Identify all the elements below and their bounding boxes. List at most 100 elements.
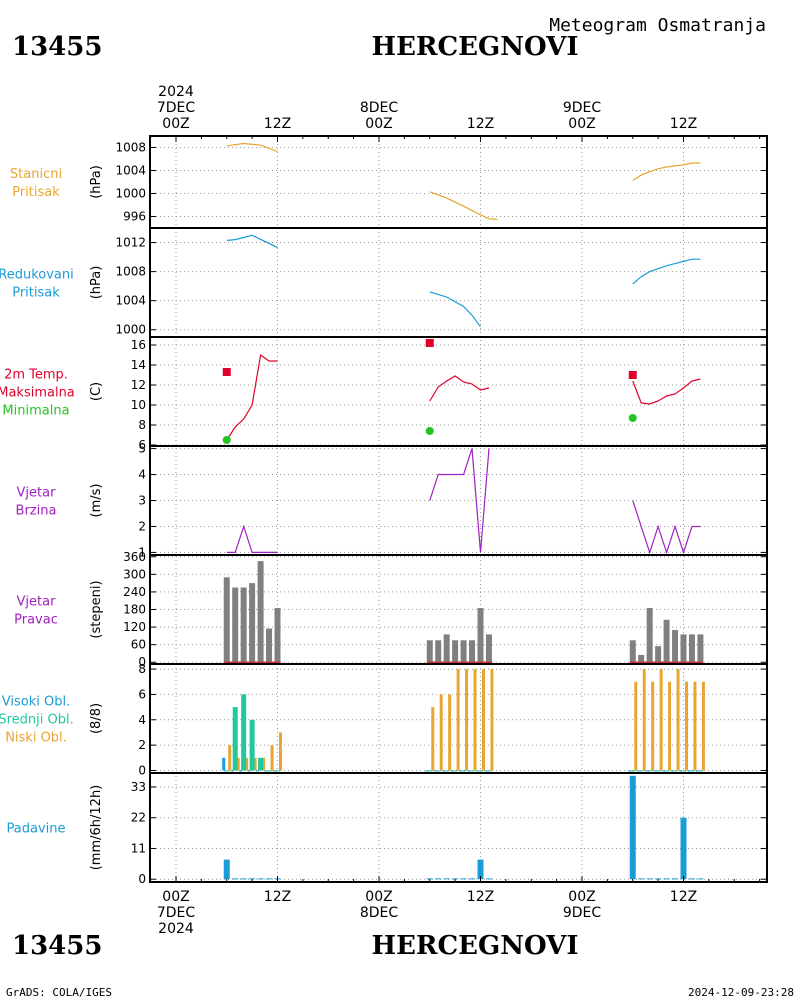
data-bar (266, 878, 273, 880)
panel-wind_direction: Vjetar Pravac (stepeni) 360 300 240 180 120 60 0 (14, 550, 768, 669)
panel-label: Vjetar (17, 595, 57, 610)
panel-label: Visoki Obl. (2, 695, 70, 710)
series-line (429, 375, 490, 402)
cloud-bar (645, 770, 649, 772)
data-bar (655, 878, 662, 880)
tmin-marker (425, 427, 434, 435)
cloud-bar (256, 770, 260, 772)
series-line (632, 162, 701, 181)
cloud-bar (679, 770, 682, 772)
cloud-bar (228, 745, 232, 771)
cloud-bar (486, 770, 492, 772)
y-tick-label: 6 (138, 687, 146, 701)
series-line (632, 258, 701, 285)
data-bar (435, 878, 442, 880)
data-bar (232, 878, 239, 880)
x-tick-label: 8DEC (360, 905, 399, 921)
tmax-marker (628, 371, 637, 379)
cloud-bar (484, 770, 488, 772)
cloud-bar (473, 669, 477, 771)
cloud-bar (253, 757, 257, 771)
cloud-bar (668, 681, 672, 771)
cloud-bar (469, 770, 475, 772)
panel-temperature: 2m Temp. Maksimalna Minimalna (C) 16 14 12 10 8 6 (0, 336, 768, 452)
y-tick-label: 300 (123, 567, 146, 581)
series-line (632, 378, 701, 405)
panel-label: Pritisak (12, 286, 60, 301)
y-tick-label: 1004 (115, 164, 146, 178)
cloud-bar (642, 669, 646, 771)
x-tick-label: 7DEC (157, 905, 196, 921)
data-bar (646, 608, 653, 663)
panel-frame (149, 336, 768, 447)
x-tick-label: 2024 (158, 921, 194, 937)
cloud-bar (659, 669, 663, 771)
data-bar (274, 608, 281, 663)
y-tick-label: 1008 (115, 265, 146, 279)
y-tick-label: 1000 (115, 323, 146, 337)
cloud-bar (273, 770, 276, 772)
cloud-bar (687, 770, 691, 772)
panel-reduced_pressure: Redukovani Pritisak (hPa) 1012 1008 1004 1000 (0, 227, 768, 338)
y-tick-label: 240 (123, 585, 146, 599)
cloud-bar (662, 770, 666, 772)
cloud-bar (433, 770, 437, 772)
y-tick-label: 16 (131, 338, 146, 352)
y-tick-label: 1012 (115, 236, 146, 250)
cloud-bar (270, 745, 274, 771)
cloud-bar (695, 770, 699, 772)
data-bar (460, 640, 467, 663)
cloud-bar (681, 770, 686, 772)
y-tick-label: 0 (138, 872, 146, 886)
y-tick-label: 360 (123, 550, 146, 564)
x-tick-label: 00Z (162, 116, 189, 132)
data-bar (646, 878, 653, 880)
y-tick-label: 33 (131, 780, 146, 794)
panel-label: Minimalna (2, 404, 69, 419)
data-bar (697, 634, 704, 663)
x-tick-label: 12Z (670, 889, 697, 905)
data-bar (266, 628, 273, 663)
data-bar (688, 634, 695, 663)
x-tick-label: 00Z (162, 889, 189, 905)
cloud-bar (232, 707, 238, 771)
series-line (226, 142, 278, 153)
panel-label: Padavine (7, 822, 66, 837)
cloud-bar (482, 669, 485, 771)
cloud-bar (427, 770, 433, 772)
tmin-marker (222, 436, 231, 444)
y-tick-label: 3 (138, 494, 146, 508)
y-tick-label: 8 (138, 418, 146, 432)
data-bar (485, 634, 492, 663)
data-bar (672, 878, 679, 880)
cloud-bar (262, 757, 266, 771)
y-axis-unit-label: (C) (89, 382, 104, 401)
x-tick-label: 00Z (568, 889, 595, 905)
cloud-bar (279, 732, 282, 771)
panel-cloud_cover: Visoki Obl. Srednji Obl. Niski Obl. (8/8) 8 6… (0, 662, 768, 777)
cloud-bar (476, 770, 479, 772)
data-bar (672, 630, 679, 663)
data-bar (249, 583, 256, 663)
y-tick-label: 8 (138, 662, 146, 676)
data-bar (452, 640, 459, 663)
y-axis-unit-label: (mm/6h/12h) (89, 785, 104, 871)
cloud-bar (628, 770, 632, 772)
series-line (226, 234, 278, 249)
data-bar (688, 878, 695, 880)
panel-frame (149, 445, 768, 556)
y-tick-label: 2 (138, 519, 146, 533)
cloud-bar (448, 694, 452, 771)
cloud-bar (266, 770, 272, 772)
x-tick-label: 7DEC (157, 100, 196, 116)
cloud-bar (241, 694, 247, 771)
cloud-bar (689, 770, 695, 772)
y-tick-label: 22 (131, 811, 146, 825)
y-tick-label: 4 (138, 713, 146, 727)
x-tick-label: 8DEC (360, 100, 399, 116)
cloud-bar (444, 770, 450, 772)
x-tick-label: 00Z (365, 889, 392, 905)
x-tick-label: 12Z (467, 116, 494, 132)
